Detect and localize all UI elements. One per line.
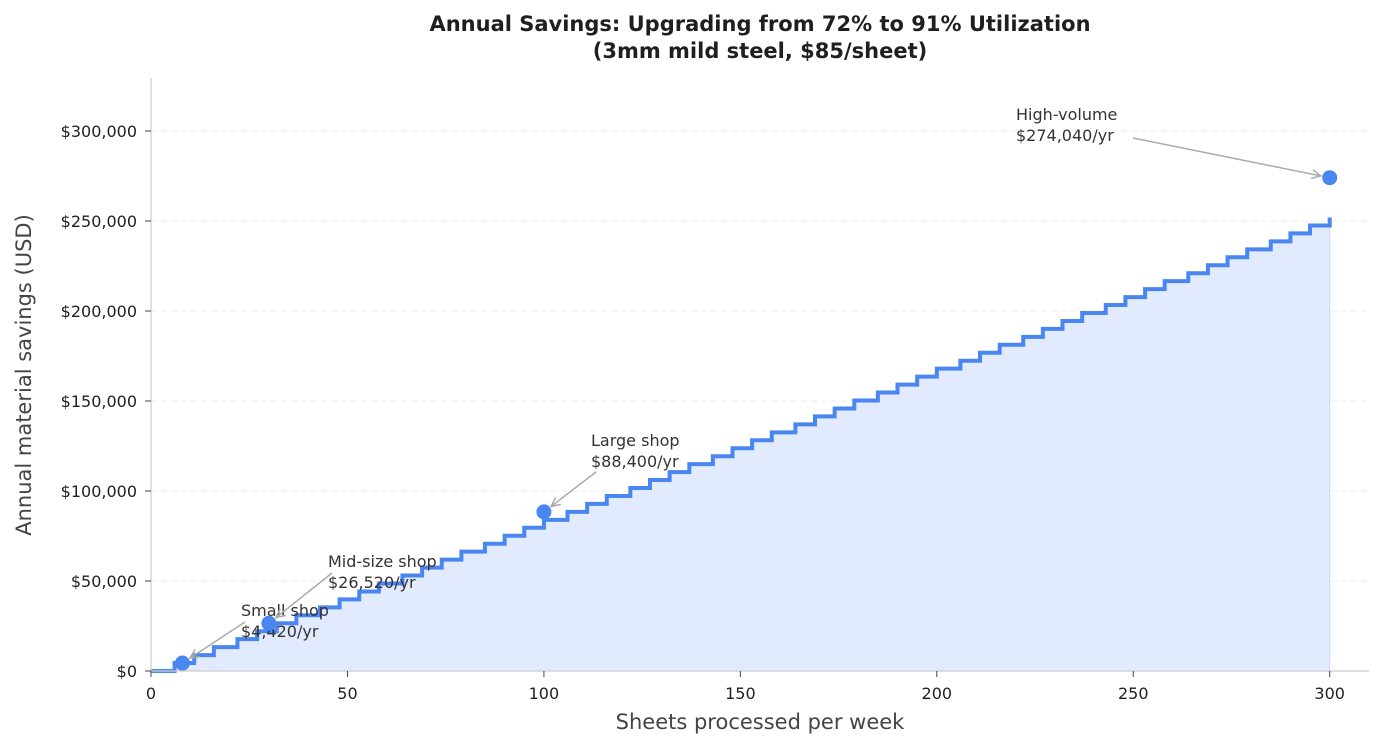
annotation-value: $88,400/yr xyxy=(591,452,679,471)
x-axis-label: Sheets processed per week xyxy=(616,710,906,734)
x-tick-label: 50 xyxy=(337,684,357,703)
y-axis-ticks: $0 $50,000 $100,000 $150,000 $200,000 $250,00… xyxy=(61,122,151,681)
annotation-arrow xyxy=(275,572,333,619)
annotation-arrow xyxy=(189,621,246,659)
annotation-label: Large shop xyxy=(591,431,680,450)
chart-title: Annual Savings: Upgrading from 72% to 91… xyxy=(429,12,1090,36)
x-tick-label: 250 xyxy=(1118,684,1149,703)
y-tick-label: $200,000 xyxy=(61,302,137,321)
axes xyxy=(150,78,1369,672)
annotation-arrowhead xyxy=(188,649,200,660)
highlight-marker xyxy=(261,615,277,631)
annotation-label: High-volume xyxy=(1016,105,1117,124)
annotation-arrowhead xyxy=(1311,169,1323,180)
y-tick-label: $0 xyxy=(117,662,137,681)
x-tick-label: 100 xyxy=(529,684,560,703)
annotation-arrowhead xyxy=(274,608,286,619)
highlight-marker xyxy=(1322,170,1338,186)
x-tick-label: 0 xyxy=(146,684,156,703)
x-tick-label: 200 xyxy=(922,684,953,703)
annotation-arrow xyxy=(1132,137,1322,177)
annotation-label: Mid-size shop xyxy=(328,552,437,571)
highlight-marker xyxy=(174,655,190,671)
x-tick-label: 300 xyxy=(1314,684,1345,703)
annotation-value: $26,520/yr xyxy=(328,573,416,592)
y-tick-label: $150,000 xyxy=(61,392,137,411)
x-axis-ticks: 0 50 100 150 200 250 300 xyxy=(146,671,1345,703)
highlight-marker xyxy=(536,504,552,520)
annotation-arrowhead xyxy=(549,497,561,508)
chart-subtitle: (3mm mild steel, $85/sheet) xyxy=(593,39,928,63)
annotation-arrow xyxy=(550,471,597,508)
area-fill xyxy=(151,217,1331,671)
y-tick-label: $50,000 xyxy=(71,572,137,591)
annotation-value: $4,420/yr xyxy=(241,622,319,641)
y-tick-label: $100,000 xyxy=(61,482,137,501)
y-tick-label: $250,000 xyxy=(61,212,137,231)
savings-step-line xyxy=(151,217,1332,673)
y-axis-label: Annual material savings (USD) xyxy=(12,214,36,536)
y-tick-label: $300,000 xyxy=(61,122,137,141)
savings-area xyxy=(151,217,1330,671)
x-tick-label: 150 xyxy=(725,684,756,703)
annotation-value: $274,040/yr xyxy=(1016,126,1114,145)
savings-line xyxy=(151,217,1332,673)
